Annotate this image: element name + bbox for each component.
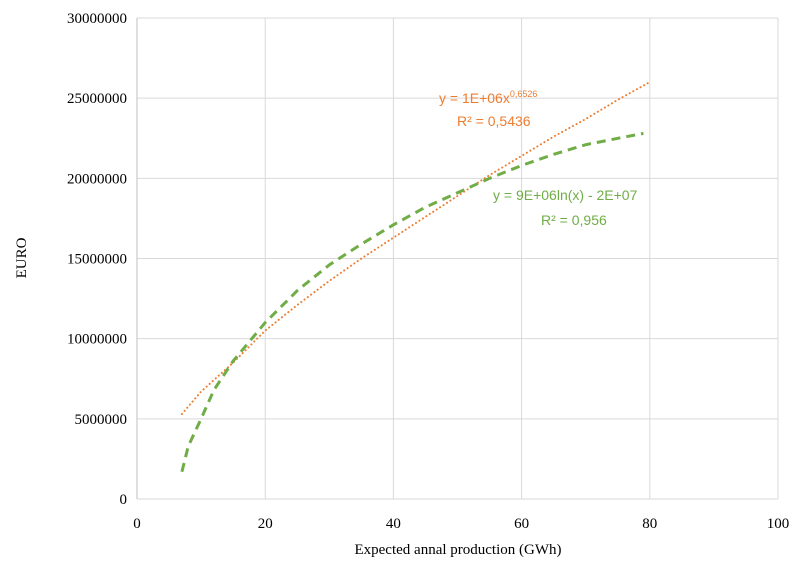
y-axis-tick-labels: 0 5000000 10000000 15000000 20000000 25000000… xyxy=(67,11,127,508)
logarithmic-trendline xyxy=(180,131,644,473)
power-trendline xyxy=(180,81,651,415)
power-trendline-r2: R² = 0,5436 xyxy=(457,113,531,129)
y-axis-title: EURO xyxy=(14,237,30,278)
x-tick-label: 40 xyxy=(386,516,401,532)
power-equation-base: y = 1E+06x xyxy=(439,90,510,106)
x-tick-label: 20 xyxy=(258,516,273,532)
y-tick-label: 30000000 xyxy=(67,11,127,27)
power-trendline-equation: y = 1E+06x0,6526 xyxy=(439,89,537,106)
y-tick-label: 15000000 xyxy=(67,252,127,268)
y-tick-label: 5000000 xyxy=(75,412,128,428)
log-trendline-r2: R² = 0,956 xyxy=(541,212,607,228)
y-tick-label: 20000000 xyxy=(67,171,127,187)
x-tick-label: 100 xyxy=(767,516,790,532)
x-axis-tick-labels: 0 20 40 60 80 100 xyxy=(133,516,789,532)
x-axis-title: Expected annal production (GWh) xyxy=(354,542,561,558)
x-tick-label: 0 xyxy=(133,516,141,532)
series-lines xyxy=(180,81,651,473)
x-tick-label: 60 xyxy=(514,516,529,532)
y-tick-label: 0 xyxy=(120,492,128,508)
power-equation-exponent: 0,6526 xyxy=(510,89,538,99)
gridlines xyxy=(136,17,779,500)
log-trendline-equation: y = 9E+06ln(x) - 2E+07 xyxy=(493,187,638,203)
y-tick-label: 25000000 xyxy=(67,91,127,107)
x-tick-label: 80 xyxy=(642,516,657,532)
y-tick-label: 10000000 xyxy=(67,332,127,348)
